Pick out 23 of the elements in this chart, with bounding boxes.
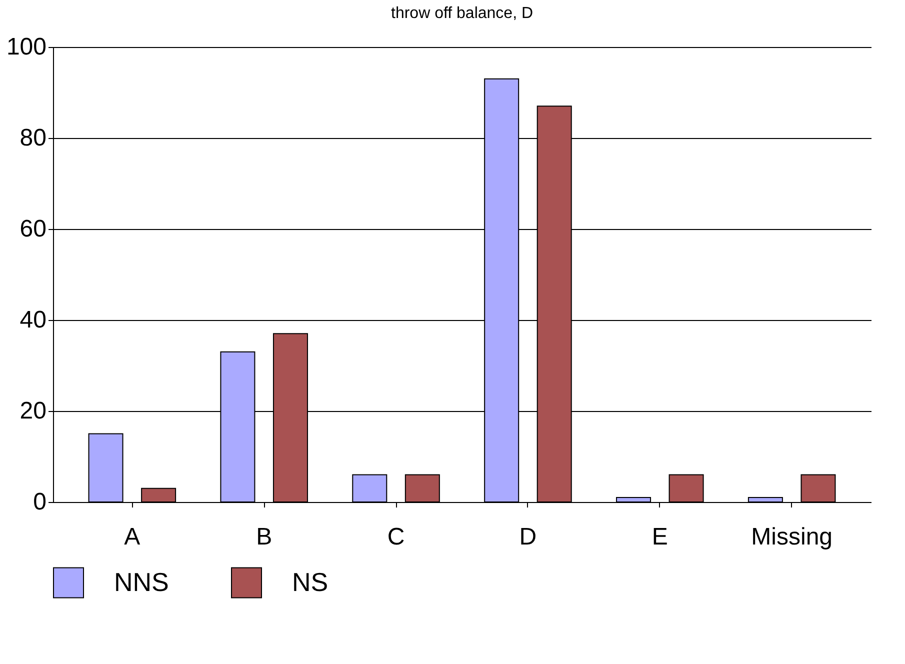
y-tick-label: 100: [6, 34, 46, 60]
y-tick-label: 20: [20, 398, 46, 424]
y-tick-label: 80: [20, 124, 46, 152]
x-tick-label: D: [519, 524, 537, 550]
x-tick-label: E: [652, 524, 668, 550]
bar: [352, 474, 388, 502]
bar: [668, 474, 704, 502]
x-tick-label: C: [387, 524, 405, 550]
y-tick-label: 60: [20, 216, 46, 242]
bar: [748, 496, 783, 502]
y-tick-label: 40: [20, 306, 46, 334]
legend-label: NNS: [114, 566, 169, 597]
x-tick-label: Missing: [751, 524, 833, 550]
legend-label: NS: [292, 566, 328, 597]
x-tick-label: A: [124, 524, 140, 550]
x-tick-label: B: [256, 524, 272, 550]
bar: [800, 474, 836, 502]
bar: [616, 496, 652, 502]
bar: [88, 433, 124, 502]
y-tick-label: 0: [33, 488, 46, 516]
bar: [141, 488, 176, 502]
chart-title: throw off balance, D: [390, 5, 534, 22]
bar: [404, 474, 440, 502]
